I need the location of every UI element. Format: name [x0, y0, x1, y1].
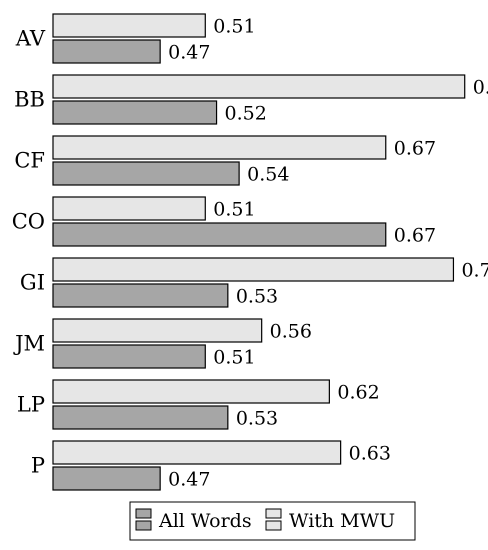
value-label-all-words-cf: 0.54	[247, 164, 289, 186]
value-label-all-words-av: 0.47	[168, 42, 210, 64]
bar-with-mwu-lp	[52, 379, 330, 404]
category-label: CO	[12, 210, 45, 234]
bar-group-bb: BB 0.74 0.52	[14, 74, 488, 125]
legend-swatch-with-mwu-top	[265, 508, 282, 519]
plot-area: AV0.510.47BB0.740.52CF0.670.54CO0.510.67…	[12, 13, 488, 491]
bar-group-gi: GI 0.73 0.53	[20, 257, 488, 308]
value-label-all-words-gi: 0.53	[236, 286, 278, 308]
bar-group-av: AV 0.510.47	[15, 13, 256, 64]
bar-with-mwu-co	[52, 196, 206, 221]
bar-all-words-gi	[52, 283, 229, 308]
value-label-all-words-p: 0.47	[168, 469, 210, 491]
value-label-all-words-co: 0.67	[394, 225, 436, 247]
bar-group-lp: LP 0.62 0.53	[17, 379, 380, 430]
bar-all-words-cf	[52, 161, 240, 186]
category-label: P	[31, 454, 45, 478]
category-label: BB	[14, 88, 45, 112]
bar-all-words-av	[52, 39, 161, 64]
bar-with-mwu-av	[52, 13, 206, 38]
bar-all-words-co	[52, 222, 387, 247]
value-label-with-mwu-lp: 0.62	[337, 382, 379, 404]
bar-with-mwu-cf	[52, 135, 387, 160]
value-label-all-words-bb: 0.52	[225, 103, 267, 125]
value-label-with-mwu-gi: 0.73	[461, 260, 488, 282]
category-label: CF	[14, 149, 45, 173]
value-label-with-mwu-av: 0.51	[213, 16, 255, 38]
value-label-with-mwu-jm: 0.56	[270, 321, 312, 343]
bar-with-mwu-bb	[52, 74, 466, 99]
value-label-with-mwu-p: 0.63	[349, 443, 391, 465]
bar-all-words-lp	[52, 405, 229, 430]
legend-label-with-mwu: With MWU	[289, 510, 395, 532]
value-label-with-mwu-cf: 0.67	[394, 138, 436, 160]
bar-all-words-jm	[52, 344, 206, 369]
bar-with-mwu-p	[52, 440, 342, 465]
bar-group-cf: CF 0.67 0.54	[14, 135, 436, 186]
category-label: LP	[17, 393, 45, 417]
category-label: AV	[15, 27, 46, 51]
value-label-with-mwu-co: 0.51	[213, 199, 255, 221]
bar-all-words-p	[52, 466, 161, 491]
bar-with-mwu-jm	[52, 318, 263, 343]
category-label: GI	[20, 271, 45, 295]
legend-swatch-all-words-bottom	[135, 520, 152, 531]
legend-label-all-words: All Words	[158, 510, 252, 532]
value-label-with-mwu-bb: 0.74	[473, 77, 488, 99]
bar-group-p: P 0.63 0.47	[31, 440, 391, 491]
value-label-all-words-lp: 0.53	[236, 408, 278, 430]
bar-group-jm: JM 0.56 0.51	[13, 318, 312, 369]
value-label-all-words-jm: 0.51	[213, 347, 255, 369]
legend-swatch-all-words-top	[135, 508, 152, 519]
bar-group-co: CO 0.51 0.67	[12, 196, 436, 247]
category-label: JM	[13, 332, 45, 356]
bar-with-mwu-gi	[52, 257, 455, 282]
legend: All Words With MWU	[129, 501, 416, 541]
legend-swatch-with-mwu-bottom	[265, 520, 282, 531]
bar-all-words-bb	[52, 100, 218, 125]
